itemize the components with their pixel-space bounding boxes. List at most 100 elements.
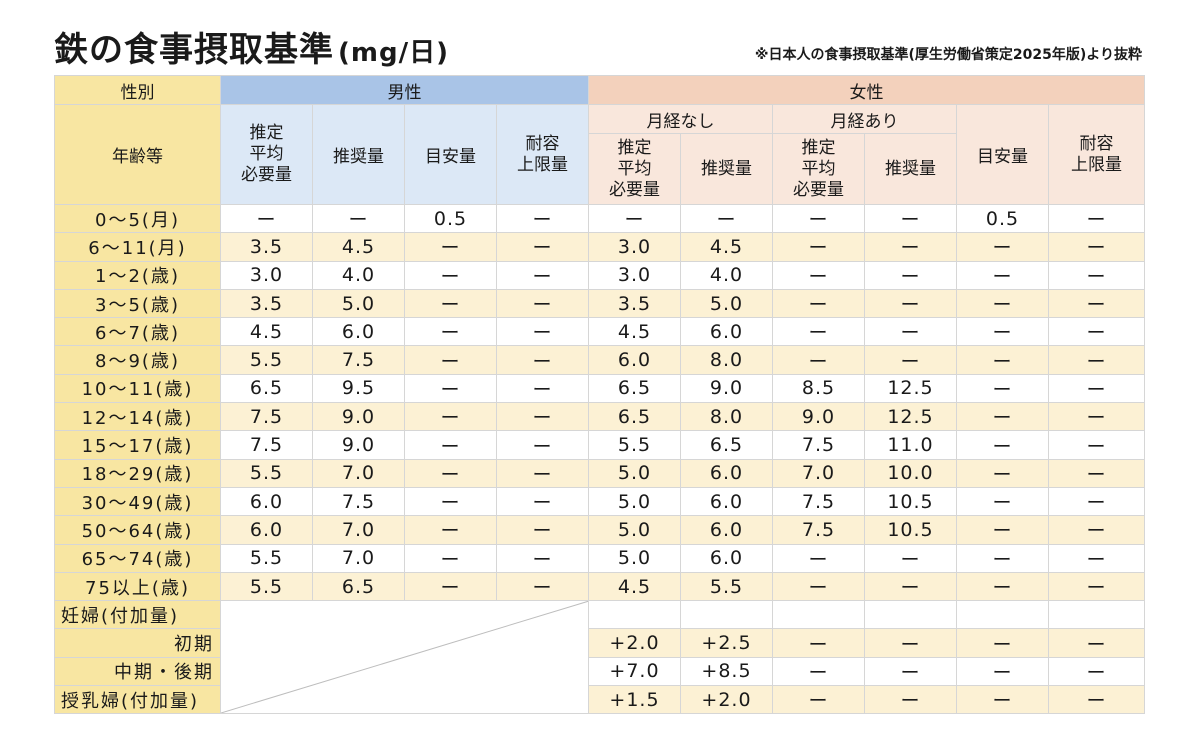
value-cell: ー xyxy=(956,317,1049,347)
value-cell: ー xyxy=(404,232,497,262)
value-cell: 9.0 xyxy=(312,430,405,460)
header-label: 推定 平均 必要量 xyxy=(793,137,844,200)
value-cell: 5.5 xyxy=(220,458,313,488)
title-unit: (mg/日) xyxy=(338,38,449,68)
value-cell: ー xyxy=(864,685,957,715)
age-cell: 3～5(歳) xyxy=(54,288,221,319)
age-cell: 30～49(歳) xyxy=(54,486,221,517)
value-cell: ー xyxy=(1047,232,1146,262)
value-cell: ー xyxy=(404,486,497,517)
value-cell: 4.0 xyxy=(680,260,773,290)
pregnancy-label: 妊婦(付加量) xyxy=(54,600,221,630)
value-cell: 5.0 xyxy=(588,515,681,545)
value-cell: ー xyxy=(956,628,1049,658)
value-cell: ー xyxy=(772,260,865,290)
value-cell: 6.5 xyxy=(220,373,313,404)
value-cell: ー xyxy=(1047,317,1146,347)
value-cell: 9.5 xyxy=(312,373,405,404)
value-cell: ー xyxy=(772,685,865,715)
value-cell: 9.0 xyxy=(772,402,865,432)
value-cell: ー xyxy=(956,288,1049,319)
diagonal-line xyxy=(221,601,588,713)
value-cell: 0.5 xyxy=(956,203,1049,234)
value-cell: ー xyxy=(496,317,589,347)
value-cell: ー xyxy=(496,430,589,460)
source-note: ※日本人の食事摂取基準(厚生労働省策定2025年版)より抜粋 xyxy=(754,47,1142,63)
value-cell: 3.5 xyxy=(220,232,313,262)
table-row: 6～11(月) 3.5 4.5 ーー 3.0 4.5 ーーーー xyxy=(54,232,1146,262)
age-cell: 6～11(月) xyxy=(54,232,221,262)
table-row-pregnancy: 妊婦(付加量) xyxy=(54,600,1146,715)
header-female-nm-rda: 推奨量 xyxy=(680,133,773,205)
header-label: 推定 平均 必要量 xyxy=(609,137,660,200)
value-cell: ー xyxy=(1047,373,1146,404)
value-cell: ー xyxy=(956,656,1049,687)
age-cell: 1～2(歳) xyxy=(54,260,221,290)
iron-intake-table: 性別 男性 女性 年齢等 推定 平均 必要量 推奨量 目安量 耐容 上限量 月経… xyxy=(54,75,1146,715)
value-cell: ー xyxy=(864,628,957,658)
value-cell: ー xyxy=(1047,515,1146,545)
value-cell: ー xyxy=(772,288,865,319)
value-cell: ー xyxy=(496,288,589,319)
value-cell: ー xyxy=(1047,543,1146,573)
value-cell: ー xyxy=(404,345,497,375)
value-cell: ー xyxy=(404,402,497,432)
header-with-menstruation: 月経あり xyxy=(772,104,957,134)
value-cell: ー xyxy=(772,317,865,347)
age-cell: 75以上(歳) xyxy=(54,571,221,602)
value-cell: ー xyxy=(496,203,589,234)
age-cell: 授乳婦(付加量) xyxy=(54,685,221,715)
blank-cell xyxy=(956,600,1049,630)
value-cell: 8.5 xyxy=(772,373,865,404)
value-cell: ー xyxy=(680,203,773,234)
header-label: 推定 平均 必要量 xyxy=(241,123,292,185)
value-cell: ー xyxy=(772,345,865,375)
table-row: 65～74(歳) 5.5 7.0 ーー 5.0 6.0 ーーーー xyxy=(54,543,1146,573)
age-cell: 8～9(歳) xyxy=(54,345,221,375)
header-female-wm-ear: 推定 平均 必要量 xyxy=(772,133,865,205)
value-cell: +2.0 xyxy=(680,685,773,715)
table-row: 1～2(歳) 3.0 4.0 ーー 3.0 4.0 ーーーー xyxy=(54,260,1146,290)
value-cell: 4.5 xyxy=(220,317,313,347)
value-cell: 3.0 xyxy=(588,232,681,262)
value-cell: 5.0 xyxy=(588,543,681,573)
value-cell: 6.0 xyxy=(220,515,313,545)
table-row-pregnancy-midlate: 中期・後期 +7.0 +8.5 ーーーー xyxy=(54,656,1146,687)
table-row: 6～7(歳) 4.5 6.0 ーー 4.5 6.0 ーーーー xyxy=(54,317,1146,347)
header-sex: 性別 xyxy=(54,75,221,105)
value-cell: ー xyxy=(956,515,1049,545)
value-cell: ー xyxy=(404,543,497,573)
value-cell: 6.0 xyxy=(680,486,773,517)
value-cell: ー xyxy=(956,345,1049,375)
value-cell: ー xyxy=(1047,571,1146,602)
value-cell: 3.5 xyxy=(220,288,313,319)
value-cell: ー xyxy=(864,288,957,319)
header-no-menstruation: 月経なし xyxy=(588,104,773,134)
value-cell: 5.0 xyxy=(588,458,681,488)
age-cell: 6～7(歳) xyxy=(54,317,221,347)
value-cell: 3.0 xyxy=(588,260,681,290)
value-cell: ー xyxy=(496,373,589,404)
value-cell: 6.5 xyxy=(588,373,681,404)
value-cell: 3.5 xyxy=(588,288,681,319)
value-cell: 8.0 xyxy=(680,402,773,432)
value-cell: ー xyxy=(956,260,1049,290)
table-row: 75以上(歳) 5.5 6.5 ーー 4.5 5.5 ーーーー xyxy=(54,571,1146,602)
header-male-rda: 推奨量 xyxy=(312,104,405,205)
value-cell: ー xyxy=(864,260,957,290)
table-row: 18～29(歳) 5.5 7.0 ーー 5.0 6.0 7.0 10.0 ーー xyxy=(54,458,1146,488)
age-cell: 18～29(歳) xyxy=(54,458,221,488)
value-cell: ー xyxy=(956,571,1049,602)
table-row: 15～17(歳) 7.5 9.0 ーー 5.5 6.5 7.5 11.0 ーー xyxy=(54,430,1146,460)
not-applicable-cell xyxy=(220,600,589,715)
value-cell: 8.0 xyxy=(680,345,773,375)
blank-cell xyxy=(1047,600,1146,630)
value-cell: ー xyxy=(404,373,497,404)
value-cell: ー xyxy=(404,288,497,319)
value-cell: 0.5 xyxy=(404,203,497,234)
age-cell: 12～14(歳) xyxy=(54,402,221,432)
value-cell: ー xyxy=(772,232,865,262)
value-cell: 7.5 xyxy=(312,345,405,375)
value-cell: 9.0 xyxy=(680,373,773,404)
value-cell: +2.5 xyxy=(680,628,773,658)
